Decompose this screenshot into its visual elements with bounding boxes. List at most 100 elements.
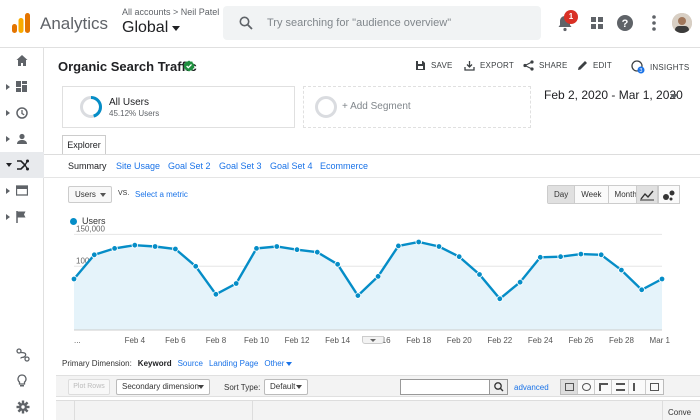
x-tick-label: Feb 10 xyxy=(244,336,269,345)
data-point xyxy=(70,275,78,283)
chevron-down-icon[interactable] xyxy=(670,94,678,99)
date-range-picker[interactable]: Feb 2, 2020 - Mar 1, 2020 xyxy=(544,88,683,102)
edit-button[interactable]: EDIT xyxy=(577,60,612,71)
sidebar xyxy=(0,48,44,420)
chevron-down-icon[interactable] xyxy=(172,26,180,31)
expand-arrow-icon xyxy=(6,188,10,194)
table-header: Conve xyxy=(56,400,700,420)
view-pie-button[interactable] xyxy=(578,380,595,394)
grid-icon xyxy=(565,383,574,391)
chart-collapse-handle[interactable] xyxy=(362,336,384,344)
avatar[interactable] xyxy=(672,13,692,33)
data-point xyxy=(131,242,138,249)
view-comparison-button[interactable] xyxy=(612,380,629,394)
sort-type-select[interactable]: Default xyxy=(264,379,308,395)
search-icon xyxy=(239,16,253,30)
more-vertical-icon[interactable] xyxy=(643,12,665,34)
lightbulb-icon xyxy=(17,374,27,387)
data-point xyxy=(638,286,645,293)
sidebar-item-customization[interactable] xyxy=(0,74,44,100)
subtab-goal-set-2[interactable]: Goal Set 2 xyxy=(168,161,211,171)
data-point xyxy=(658,275,666,283)
sidebar-item-home[interactable] xyxy=(0,48,44,74)
data-point xyxy=(496,295,503,302)
sidebar-item-realtime[interactable] xyxy=(0,100,44,126)
data-point xyxy=(232,280,240,287)
bar-list-icon xyxy=(599,383,608,391)
sidebar-item-audience[interactable] xyxy=(0,126,44,152)
sidebar-item-acquisition[interactable] xyxy=(0,152,44,178)
pivot-icon xyxy=(650,383,659,391)
comparison-icon xyxy=(616,383,625,391)
view-pivot-button[interactable] xyxy=(646,380,663,394)
dimension-source[interactable]: Source xyxy=(177,359,203,368)
view-term-cloud-button[interactable] xyxy=(629,380,646,394)
period-week-button[interactable]: Week xyxy=(575,186,609,203)
segment-name: All Users xyxy=(109,97,150,108)
x-tick-label: Feb 6 xyxy=(165,336,186,345)
x-tick-label: Feb 24 xyxy=(528,336,553,345)
insights-button[interactable]: 3 INSIGHTS xyxy=(631,60,689,74)
add-segment-label: + Add Segment xyxy=(342,101,411,112)
report-main: Organic Search Traffic SAVE EXPORT SHARE… xyxy=(44,48,700,420)
analytics-logo-icon[interactable] xyxy=(10,12,32,34)
table-search-input[interactable] xyxy=(400,379,490,395)
segment-ring xyxy=(80,96,102,118)
subtab-goal-set-3[interactable]: Goal Set 3 xyxy=(219,161,262,171)
account-breadcrumb[interactable]: All accounts > Neil Patel xyxy=(122,7,220,17)
subtab-summary[interactable]: Summary xyxy=(68,161,107,171)
metric-select[interactable]: Users xyxy=(68,186,112,203)
subtab-ecommerce[interactable]: Ecommerce xyxy=(320,161,369,171)
x-tick-label: Feb 20 xyxy=(447,336,472,345)
view-performance-button[interactable] xyxy=(595,380,612,394)
line-chart-button[interactable] xyxy=(636,185,658,204)
motion-chart-button[interactable] xyxy=(658,185,680,204)
search-box[interactable] xyxy=(223,6,541,40)
help-icon[interactable]: ? xyxy=(614,12,636,34)
apps-grid-icon[interactable] xyxy=(586,12,608,34)
column-divider xyxy=(252,401,253,420)
segment-all-users[interactable]: All Users 45.12% Users xyxy=(62,86,295,128)
secondary-dimension-select[interactable]: Secondary dimension xyxy=(116,379,210,395)
column-header-conversions[interactable]: Conve xyxy=(668,408,692,417)
account-view-selector[interactable]: Global xyxy=(122,19,169,36)
share-button[interactable]: SHARE xyxy=(523,60,568,71)
sort-type-label: Sort Type: xyxy=(224,383,261,392)
x-tick-label: Feb 8 xyxy=(206,336,227,345)
acquisition-icon xyxy=(17,159,29,171)
sidebar-item-discover[interactable] xyxy=(0,368,44,394)
export-label: EXPORT xyxy=(480,61,514,70)
dimension-other-label: Other xyxy=(264,359,285,368)
verified-check-icon xyxy=(183,60,195,72)
dimension-other[interactable]: Other xyxy=(264,359,293,368)
period-month-button[interactable]: Month xyxy=(608,186,643,203)
dimension-landing-page[interactable]: Landing Page xyxy=(208,359,259,368)
tab-explorer[interactable]: Explorer xyxy=(62,135,106,155)
edit-label: EDIT xyxy=(593,61,613,70)
table-search-button[interactable] xyxy=(490,379,508,395)
sidebar-item-attribution[interactable] xyxy=(0,342,44,368)
export-button[interactable]: EXPORT xyxy=(464,60,514,71)
avatar-photo-icon xyxy=(672,13,692,33)
view-data-table-button[interactable] xyxy=(561,380,578,394)
subtab-goal-set-4[interactable]: Goal Set 4 xyxy=(270,161,313,171)
sidebar-item-behavior[interactable] xyxy=(0,178,44,204)
dimension-keyword[interactable]: Keyword xyxy=(137,359,172,368)
sidebar-item-admin[interactable] xyxy=(0,394,44,420)
advanced-filter-link[interactable]: advanced xyxy=(514,383,549,392)
select-metric-link[interactable]: Select a metric xyxy=(135,190,188,199)
empty-ring-icon xyxy=(315,96,337,118)
search-input[interactable] xyxy=(267,15,527,31)
x-tick-label: Feb 4 xyxy=(125,336,146,345)
plot-rows-button[interactable]: Plot Rows xyxy=(68,379,110,395)
svg-text:?: ? xyxy=(622,18,629,30)
add-segment-button[interactable]: + Add Segment xyxy=(303,86,531,128)
sidebar-item-conversions[interactable] xyxy=(0,204,44,230)
period-day-button[interactable]: Day xyxy=(548,186,576,203)
save-button[interactable]: SAVE xyxy=(415,60,453,71)
tab-divider xyxy=(44,154,700,155)
pie-icon xyxy=(582,383,591,391)
subtab-site-usage[interactable]: Site Usage xyxy=(116,161,161,171)
